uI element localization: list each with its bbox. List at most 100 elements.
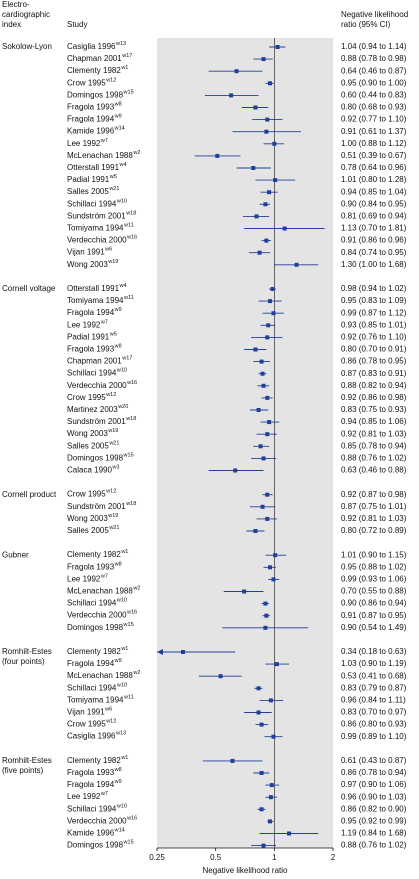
ci-label: 0.86 (0.80 to 0.93)	[341, 720, 407, 729]
reference: w8	[114, 767, 122, 773]
point-estimate	[242, 589, 247, 594]
point-estimate	[267, 190, 272, 195]
reference: w6	[104, 247, 112, 253]
reference: w15	[123, 90, 134, 96]
reference: w6	[104, 707, 112, 713]
ci-label: 0.92 (0.86 to 0.98)	[341, 393, 407, 402]
study: Lee 1992	[67, 575, 101, 584]
study-name: Calaca 1990w3	[67, 465, 119, 475]
ci-label: 0.83 (0.75 to 0.93)	[341, 405, 407, 414]
reference: w16	[126, 235, 137, 241]
study: Clementy 1982	[67, 647, 121, 656]
ci-label: 0.99 (0.93 to 1.06)	[341, 575, 407, 584]
study: Domingos 1998	[67, 841, 124, 850]
ci-label: 0.96 (0.90 to 1.03)	[341, 792, 407, 801]
x-tick-label: 1	[272, 853, 277, 862]
study: Lee 1992	[67, 320, 101, 329]
reference: w13	[115, 41, 126, 47]
reference: w10	[116, 804, 127, 810]
study: Crow 1995	[67, 490, 106, 499]
study-name: Fragola 1993w8	[67, 562, 122, 572]
point-estimate	[256, 710, 261, 715]
point-estimate	[253, 105, 258, 110]
reference: w11	[123, 695, 134, 701]
group-name: (four points)	[2, 657, 45, 666]
ci-label: 0.90 (0.54 to 1.49)	[341, 623, 407, 632]
ci-label: 0.96 (0.84 to 1.11)	[341, 696, 406, 705]
point-estimate	[261, 57, 266, 62]
study: Domingos 1998	[67, 91, 124, 100]
ci-label: 0.94 (0.85 to 1.06)	[341, 417, 407, 426]
study-name: Fragola 1994w9	[67, 659, 122, 669]
reference: w12	[105, 719, 116, 725]
study: Schillaci 1994	[67, 199, 117, 208]
group-name: Cornell voltage	[2, 284, 56, 293]
point-estimate	[267, 565, 272, 570]
ci-label: 0.87 (0.75 to 1.01)	[341, 502, 407, 511]
ci-label: 0.95 (0.90 to 1.00)	[341, 78, 407, 87]
x-tick-label: 2	[331, 853, 336, 862]
ci-label: 0.80 (0.68 to 0.93)	[341, 103, 407, 112]
study-name: Fragola 1994w9	[67, 308, 122, 318]
ci-label: 0.92 (0.76 to 1.10)	[341, 333, 407, 342]
ci-label: 0.91 (0.87 to 0.95)	[341, 611, 407, 620]
reference: w17	[121, 54, 132, 60]
reference: w3	[111, 465, 119, 471]
point-estimate	[259, 722, 264, 727]
study-name: Sundström 2001w18	[67, 417, 136, 427]
study-name: Schillaci 1994w10	[67, 368, 127, 378]
reference: w21	[108, 441, 119, 447]
study: Clementy 1982	[67, 66, 121, 75]
point-estimate	[267, 420, 272, 425]
point-estimate	[273, 178, 278, 183]
study-name: Padial 1991w5	[67, 332, 117, 342]
study: McLenachan 1988	[67, 587, 133, 596]
ci-label: 0.80 (0.70 to 0.91)	[341, 345, 407, 354]
study-name: Clementy 1982w1	[67, 66, 128, 76]
ci-label: 0.34 (0.18 to 0.63)	[341, 647, 407, 656]
ci-label: 0.70 (0.55 to 0.88)	[341, 587, 407, 596]
study: Clementy 1982	[67, 756, 121, 765]
point-estimate	[253, 347, 258, 352]
study: Fragola 1993	[67, 562, 115, 571]
point-estimate	[265, 492, 270, 497]
study: Chapman 2001	[67, 54, 122, 63]
reference: w2	[132, 150, 140, 156]
study-name: Verdecchia 2000w16	[67, 235, 137, 245]
ci-label: 1.13 (0.70 to 1.81)	[341, 224, 407, 233]
reference: w10	[116, 199, 127, 205]
study-name: Salles 2005w21	[67, 525, 119, 535]
point-estimate	[229, 93, 234, 98]
reference: w14	[114, 126, 125, 132]
ci-label: 0.83 (0.70 to 0.97)	[341, 708, 407, 717]
study: Verdecchia 2000	[67, 611, 127, 620]
study: McLenachan 1988	[67, 671, 133, 680]
reference: w10	[116, 598, 127, 604]
study: Verdecchia 2000	[67, 817, 127, 826]
reference: w1	[120, 66, 128, 72]
ratio-header: Negative likelihood	[341, 10, 408, 19]
ci-label: 1.01 (0.80 to 1.28)	[341, 175, 407, 184]
study: Wong 2003	[67, 429, 108, 438]
ci-label: 0.88 (0.78 to 0.98)	[341, 54, 407, 63]
study: Verdecchia 2000	[67, 236, 127, 245]
ci-label: 0.93 (0.85 to 1.01)	[341, 320, 407, 329]
study: Schillaci 1994	[67, 599, 117, 608]
reference: w19	[107, 429, 118, 435]
study-name: Lee 1992w7	[67, 792, 108, 802]
ci-label: 0.61 (0.43 to 0.87)	[341, 756, 407, 765]
reference: w18	[125, 501, 136, 507]
point-estimate	[218, 674, 223, 679]
reference: w15	[123, 453, 134, 459]
reference: w15	[123, 622, 134, 628]
ci-label: 0.99 (0.87 to 1.12)	[341, 308, 407, 317]
study: Salles 2005	[67, 441, 109, 450]
study: Verdecchia 2000	[67, 381, 127, 390]
point-estimate	[275, 45, 280, 49]
reference: w7	[100, 792, 108, 798]
study-name: Domingos 1998w15	[67, 453, 134, 463]
point-estimate	[254, 214, 259, 219]
study: Lee 1992	[67, 139, 101, 148]
ci-label: 1.01 (0.90 to 1.15)	[341, 550, 407, 559]
